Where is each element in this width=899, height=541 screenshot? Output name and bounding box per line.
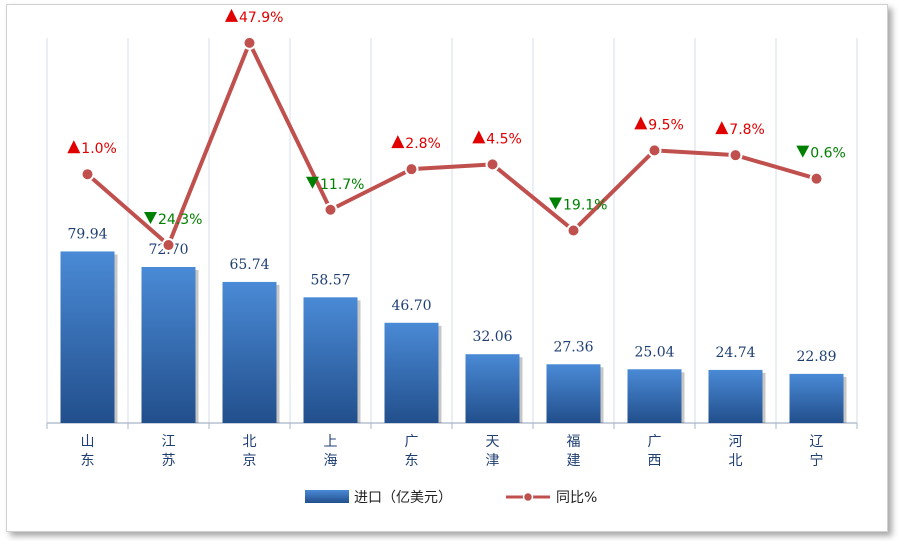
category-label: 辽宁: [810, 434, 824, 469]
percent-label-up: 2.8%: [391, 135, 441, 152]
percent-label-down: 24.3%: [144, 212, 202, 228]
line-point: [323, 202, 338, 217]
arrow-up-icon: [472, 130, 486, 144]
bar: [141, 266, 196, 423]
percent-value: 2.8%: [405, 136, 441, 152]
category-label: 广东: [405, 434, 419, 469]
percent-value: 19.1%: [563, 197, 607, 213]
line-point: [404, 162, 419, 177]
line-point: [566, 223, 581, 238]
line-point: [728, 148, 743, 163]
category-label: 江苏: [162, 434, 176, 469]
bar-value-label: 22.89: [796, 349, 836, 365]
percent-label-up: 1.0%: [67, 140, 117, 157]
category-label: 北京: [243, 434, 257, 469]
line-series: [80, 35, 824, 253]
percent-label-up: 47.9%: [225, 8, 283, 26]
line-point: [80, 167, 95, 182]
arrow-down-icon: [306, 176, 319, 189]
percent-label-up: 7.8%: [715, 121, 765, 138]
line-point: [647, 143, 662, 158]
percent-value: 7.8%: [729, 122, 765, 138]
category-label: 上海: [324, 434, 338, 469]
bar-value-label: 32.06: [472, 329, 512, 345]
percent-value: 0.6%: [810, 146, 846, 162]
bar: [708, 369, 763, 423]
bar: [789, 373, 844, 423]
bar-value-label: 79.94: [67, 226, 107, 242]
category-label: 福建: [567, 434, 581, 469]
bar-value-label: 58.57: [310, 272, 350, 288]
bar: [384, 322, 439, 423]
arrow-down-icon: [144, 212, 157, 225]
percent-value: 47.9%: [239, 10, 283, 26]
line-point: [161, 238, 176, 253]
bar: [303, 297, 358, 423]
category-label: 天津: [486, 434, 500, 469]
percent-label-up: 4.5%: [472, 130, 522, 147]
category-label: 山东: [81, 434, 95, 469]
arrow-down-icon: [796, 145, 810, 158]
bar: [546, 364, 601, 423]
arrow-down-icon: [549, 197, 562, 210]
legend-line-marker: [522, 491, 534, 503]
bar: [222, 281, 277, 423]
bar: [60, 251, 115, 423]
category-label: 河北: [729, 434, 743, 469]
percent-value: 4.5%: [486, 131, 522, 147]
percent-label-down: 0.6%: [796, 145, 846, 162]
arrow-up-icon: [391, 135, 405, 149]
bar-value-label: 27.36: [553, 339, 593, 355]
bar-value-labels: 79.9472.7065.7458.5746.7032.0627.3625.04…: [67, 226, 836, 364]
percent-value: 1.0%: [81, 141, 117, 157]
line-path: [86, 40, 818, 248]
bar-value-label: 65.74: [229, 257, 269, 273]
line-point: [809, 171, 824, 186]
bar-value-label: 46.70: [391, 298, 431, 314]
legend-line-label: 同比%: [556, 490, 597, 506]
arrow-up-icon: [634, 116, 648, 130]
line-point: [242, 35, 257, 50]
arrow-up-icon: [715, 121, 729, 135]
legend-bar-swatch: [305, 490, 349, 503]
bar-value-label: 25.04: [634, 344, 674, 360]
category-labels: 山东 江苏 北京 上海 广东 天津 福建 广西 河北 辽宁: [81, 434, 824, 469]
percent-label-down: 11.7%: [306, 176, 364, 193]
bar-value-label: 24.74: [715, 345, 755, 361]
percent-label-down: 19.1%: [549, 197, 607, 213]
bar: [627, 369, 682, 423]
bar: [465, 354, 520, 423]
legend: 进口（亿美元） 同比%: [305, 490, 597, 506]
percent-label-up: 9.5%: [634, 116, 684, 133]
bar-series: [60, 251, 847, 423]
arrow-up-icon: [225, 8, 238, 22]
arrow-up-icon: [67, 140, 81, 154]
category-label: 广西: [648, 434, 662, 469]
percent-value: 9.5%: [648, 117, 684, 133]
line-point: [485, 157, 500, 172]
percent-value: 24.3%: [158, 212, 202, 228]
percent-value: 11.7%: [320, 177, 364, 193]
legend-bar-label: 进口（亿美元）: [354, 490, 452, 506]
percent-labels: 1.0% 24.3% 47.9% 11.7% 2.8% 4.5% 19.1% 9.5% 7.8%…: [67, 8, 846, 228]
